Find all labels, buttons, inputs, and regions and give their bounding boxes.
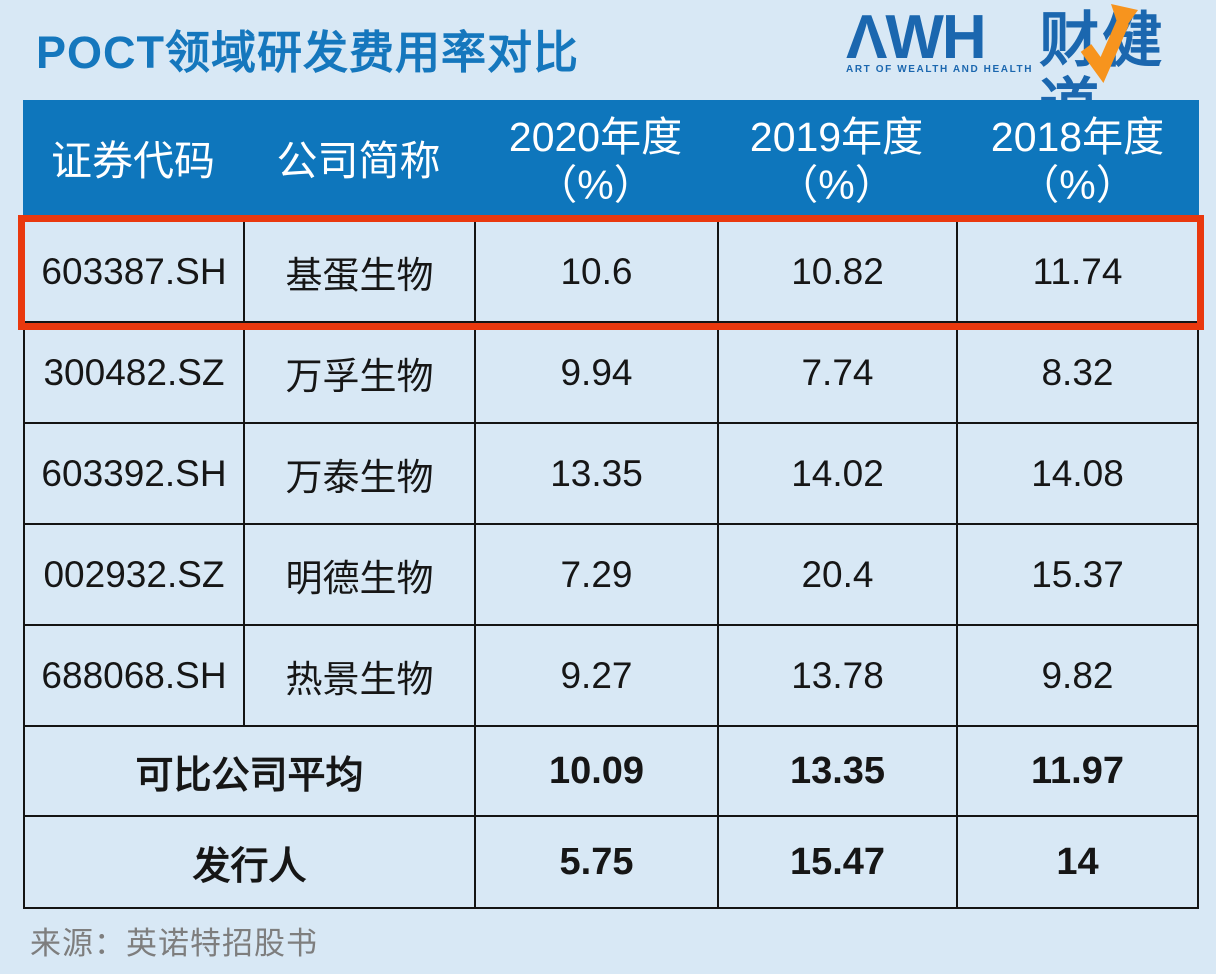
header-2019-unit: （%） bbox=[777, 162, 896, 208]
table-header-row: 证券代码 公司简称 2020年度 （%） 2019年度 （%） 2018年度 （… bbox=[23, 100, 1199, 222]
header-cell-2020: 2020年度 （%） bbox=[474, 100, 717, 222]
header-cell-code: 证券代码 bbox=[23, 100, 243, 222]
cell-2019: 10.82 bbox=[717, 222, 956, 321]
header-2019-label: 2019年度 bbox=[749, 113, 924, 160]
table-row-average: 可比公司平均 10.09 13.35 11.97 bbox=[25, 727, 1197, 817]
cell-company: 万孚生物 bbox=[243, 323, 474, 422]
cell-2019: 13.35 bbox=[717, 727, 956, 815]
table-row-issuer: 发行人 5.75 15.47 14 bbox=[25, 817, 1197, 907]
header-2018-unit: （%） bbox=[1018, 162, 1137, 208]
header-cell-2019: 2019年度 （%） bbox=[717, 100, 956, 222]
cell-2018: 15.37 bbox=[956, 525, 1197, 624]
header-name-label: 公司简称 bbox=[276, 137, 441, 184]
cell-2018: 11.74 bbox=[956, 222, 1197, 321]
cell-2020: 5.75 bbox=[474, 817, 717, 907]
cell-company: 万泰生物 bbox=[243, 424, 474, 523]
cell-2020: 10.09 bbox=[474, 727, 717, 815]
page-title: POCT领域研发费用率对比 bbox=[36, 27, 580, 78]
cell-label: 可比公司平均 bbox=[135, 754, 364, 797]
table-body: 603387.SH 基蛋生物 10.6 10.82 11.74 300482.S… bbox=[18, 215, 1204, 909]
cell-2018: 8.32 bbox=[956, 323, 1197, 422]
table-row: 002932.SZ 明德生物 7.29 20.4 15.37 bbox=[25, 525, 1197, 626]
cell-label: 发行人 bbox=[192, 845, 307, 888]
source-note: 来源：英诺特招股书 bbox=[30, 926, 318, 961]
logo-up-arrow-icon bbox=[1080, 4, 1139, 83]
cell-company: 明德生物 bbox=[243, 525, 474, 624]
table-row: 300482.SZ 万孚生物 9.94 7.74 8.32 bbox=[25, 323, 1197, 424]
cell-code: 300482.SZ bbox=[43, 351, 225, 393]
cell-2019: 14.02 bbox=[717, 424, 956, 523]
logo-tagline: ART OF WEALTH AND HEALTH bbox=[846, 64, 1034, 75]
cell-2018: 9.82 bbox=[956, 626, 1197, 725]
cell-company: 热景生物 bbox=[243, 626, 474, 725]
cell-2018: 11.97 bbox=[956, 727, 1197, 815]
table-row-highlighted: 603387.SH 基蛋生物 10.6 10.82 11.74 bbox=[18, 215, 1204, 330]
cell-2020: 10.6 bbox=[474, 222, 717, 321]
logo-awh-block: ΛWH ART OF WEALTH AND HEALTH bbox=[846, 3, 1034, 76]
cell-2018: 14 bbox=[956, 817, 1197, 907]
cell-2018: 14.08 bbox=[956, 424, 1197, 523]
cell-2019: 13.78 bbox=[717, 626, 956, 725]
header-2020-unit: （%） bbox=[536, 162, 655, 208]
table-row: 603392.SH 万泰生物 13.35 14.02 14.08 bbox=[25, 424, 1197, 525]
header-code-label: 证券代码 bbox=[51, 137, 215, 184]
cell-2019: 15.47 bbox=[717, 817, 956, 907]
header-2018-label: 2018年度 bbox=[990, 113, 1165, 160]
header-cell-2018: 2018年度 （%） bbox=[956, 100, 1199, 222]
cell-2019: 20.4 bbox=[717, 525, 956, 624]
cell-2020: 9.27 bbox=[474, 626, 717, 725]
table-row: 688068.SH 热景生物 9.27 13.78 9.82 bbox=[25, 626, 1197, 727]
cell-code: 002932.SZ bbox=[43, 553, 225, 595]
logo-awh-text: ΛWH bbox=[846, 3, 987, 72]
brand-logo: ΛWH ART OF WEALTH AND HEALTH 财健道 bbox=[846, 3, 1216, 140]
cell-code: 688068.SH bbox=[41, 654, 227, 696]
cell-code: 603392.SH bbox=[41, 452, 227, 494]
cell-2020: 13.35 bbox=[474, 424, 717, 523]
cell-2019: 7.74 bbox=[717, 323, 956, 422]
cell-code: 603387.SH bbox=[41, 250, 227, 292]
header-cell-name: 公司简称 bbox=[243, 100, 474, 222]
logo-cn-text: 财健道 bbox=[1039, 4, 1216, 140]
cell-2020: 9.94 bbox=[474, 323, 717, 422]
cell-2020: 7.29 bbox=[474, 525, 717, 624]
cell-company: 基蛋生物 bbox=[243, 222, 474, 321]
comparison-table: 证券代码 公司简称 2020年度 （%） 2019年度 （%） 2018年度 （… bbox=[18, 100, 1204, 909]
header-2020-label: 2020年度 bbox=[508, 113, 683, 160]
